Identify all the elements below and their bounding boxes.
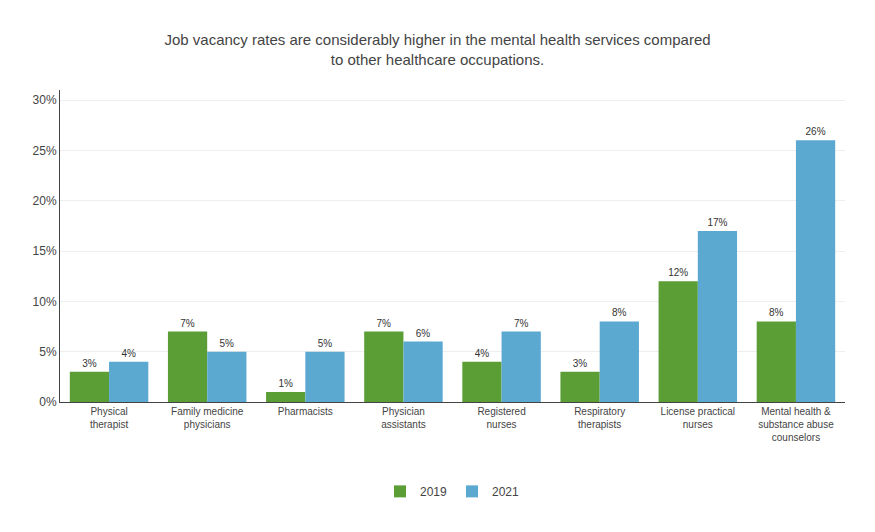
svg-text:Mental health &substance abuse: Mental health &substance abusecounselors — [758, 406, 834, 443]
svg-text:7%: 7% — [377, 318, 392, 329]
svg-text:3%: 3% — [573, 358, 588, 369]
svg-text:2021: 2021 — [492, 485, 519, 499]
svg-text:Pharmacists: Pharmacists — [278, 406, 333, 417]
svg-text:1%: 1% — [278, 378, 293, 389]
svg-text:0%: 0% — [39, 395, 57, 409]
svg-text:8%: 8% — [612, 307, 627, 318]
svg-text:Respiratorytherapists: Respiratorytherapists — [574, 406, 625, 430]
svg-text:5%: 5% — [39, 345, 57, 359]
svg-text:License practicalnurses: License practicalnurses — [661, 406, 735, 430]
svg-text:7%: 7% — [180, 318, 195, 329]
svg-text:4%: 4% — [475, 348, 490, 359]
svg-text:Job vacancy rates are consider: Job vacancy rates are considerably highe… — [164, 31, 710, 68]
svg-text:5%: 5% — [220, 338, 235, 349]
svg-text:3%: 3% — [82, 358, 97, 369]
svg-text:8%: 8% — [769, 307, 784, 318]
svg-text:Family medicinephysicians: Family medicinephysicians — [171, 406, 244, 430]
svg-text:10%: 10% — [33, 295, 57, 309]
svg-text:20%: 20% — [33, 194, 57, 208]
svg-text:15%: 15% — [33, 244, 57, 258]
svg-text:Physicaltherapist: Physicaltherapist — [90, 406, 129, 430]
svg-text:5%: 5% — [318, 338, 333, 349]
svg-text:Physicianassistants: Physicianassistants — [381, 406, 425, 430]
svg-text:2019: 2019 — [420, 485, 447, 499]
svg-text:30%: 30% — [33, 93, 57, 107]
svg-text:12%: 12% — [668, 267, 688, 278]
svg-text:17%: 17% — [707, 217, 727, 228]
svg-text:4%: 4% — [121, 348, 136, 359]
svg-text:25%: 25% — [33, 144, 57, 158]
svg-text:6%: 6% — [416, 328, 431, 339]
svg-text:26%: 26% — [806, 126, 826, 137]
svg-text:7%: 7% — [514, 318, 529, 329]
svg-text:Registerednurses: Registerednurses — [477, 406, 525, 430]
